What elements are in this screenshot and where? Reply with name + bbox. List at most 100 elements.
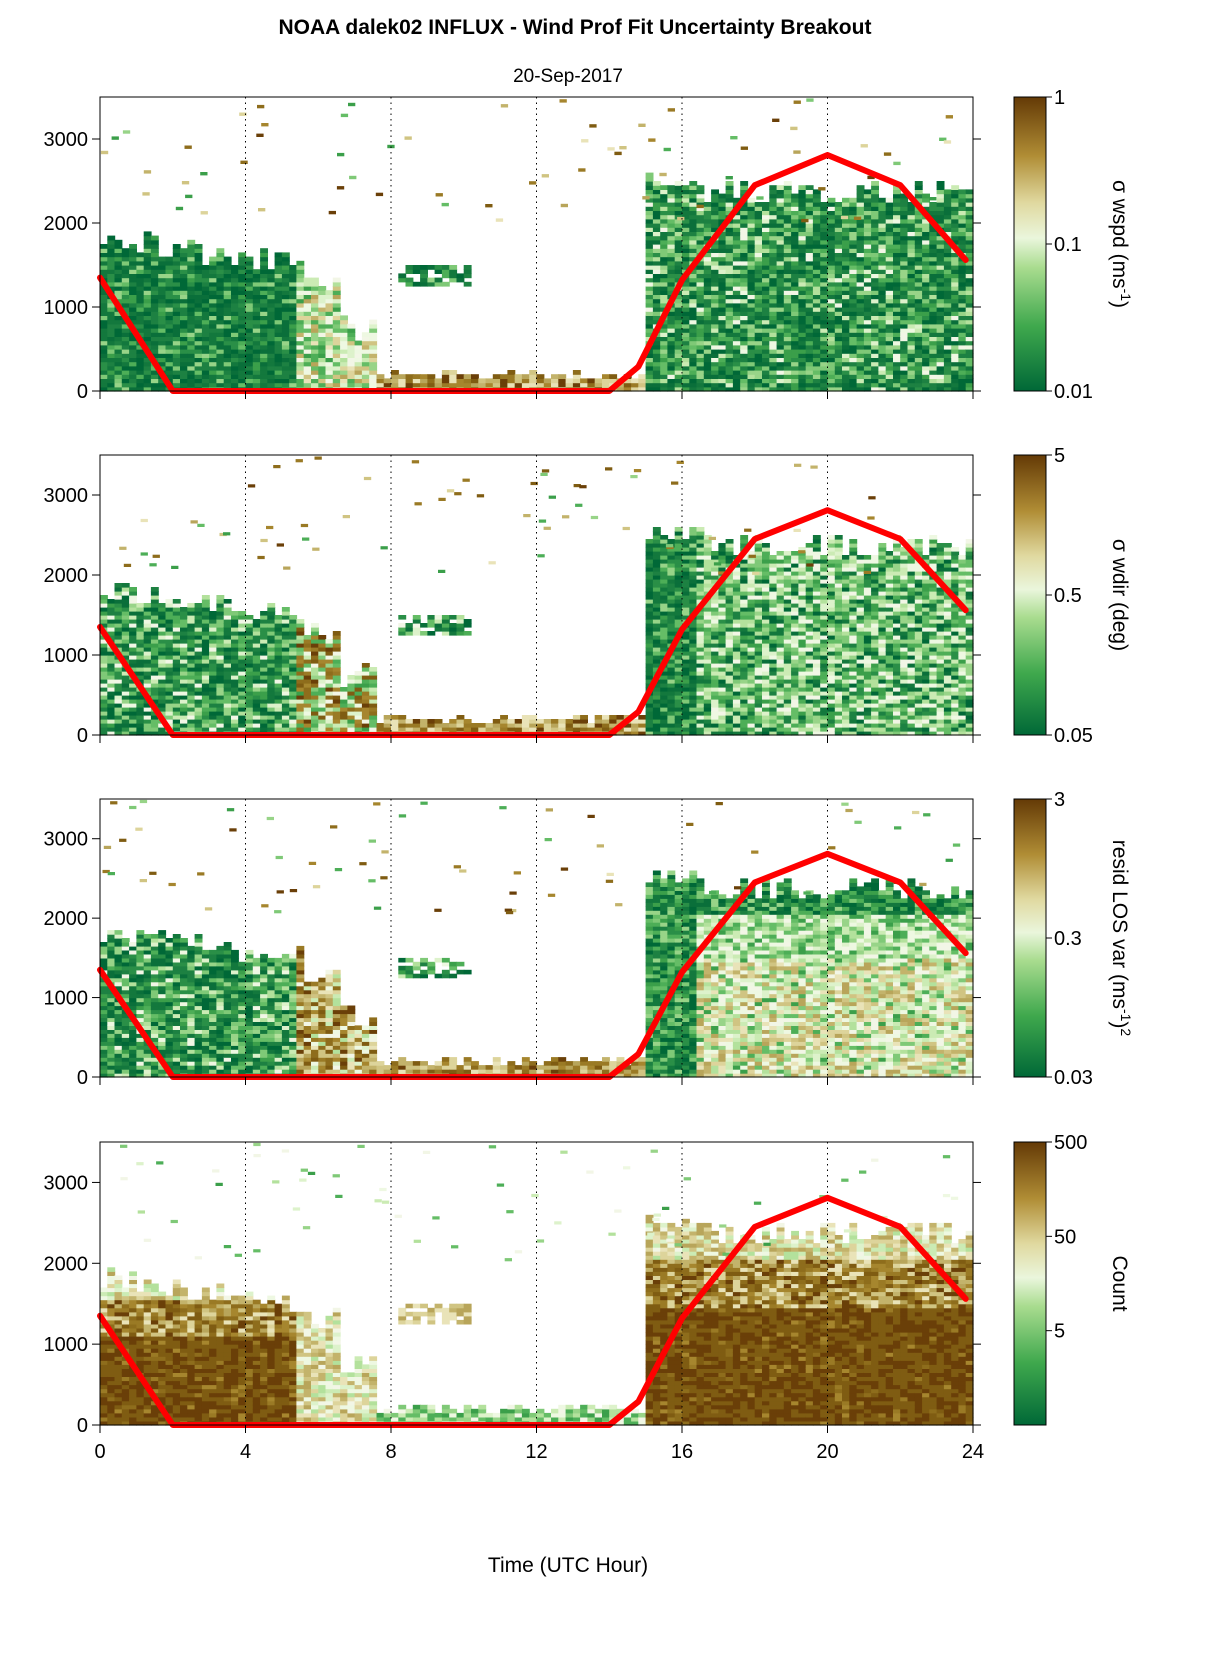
heatmap-cell <box>652 667 661 672</box>
heatmap-cell <box>281 311 290 316</box>
heatmap-cell <box>951 239 960 245</box>
heatmap-cell <box>325 667 334 672</box>
heatmap-cell <box>609 719 618 724</box>
heatmap-cell <box>820 365 829 371</box>
heatmap-cell <box>121 619 130 624</box>
heatmap-cell <box>107 651 116 656</box>
heatmap-cell <box>216 252 225 258</box>
heatmap-cell <box>834 290 843 295</box>
heatmap-cell <box>696 307 705 312</box>
heatmap-cell <box>303 667 312 672</box>
heatmap-cell <box>689 281 698 287</box>
heatmap-cell <box>114 328 123 333</box>
heatmap-cell <box>652 687 661 692</box>
heatmap-cell <box>136 671 145 676</box>
heatmap-cell <box>769 302 778 308</box>
heatmap-cell <box>725 206 734 211</box>
heatmap-cell <box>158 643 167 648</box>
heatmap-cell <box>900 365 909 371</box>
heatmap-cell <box>682 277 690 283</box>
heatmap-cell <box>747 265 756 270</box>
heatmap-cell <box>893 252 901 258</box>
heatmap-cell <box>958 277 967 283</box>
heatmap-cell <box>871 349 879 354</box>
heatmap-cell <box>332 647 341 652</box>
heatmap-cell <box>201 623 210 628</box>
heatmap-cell <box>674 189 683 195</box>
heatmap-cell <box>231 370 239 375</box>
heatmap-cell <box>667 265 676 270</box>
heatmap-cell <box>100 269 108 274</box>
heatmap-cell <box>652 599 661 604</box>
heatmap-cell <box>369 679 378 684</box>
heatmap-cell <box>725 210 734 216</box>
heatmap-cell <box>652 315 661 321</box>
heatmap-cell <box>725 302 734 308</box>
heatmap-cell <box>180 695 188 700</box>
heatmap-cell <box>754 374 763 379</box>
heatmap-cell <box>376 723 385 728</box>
heatmap-cell <box>121 627 130 632</box>
heatmap-cell <box>231 671 239 676</box>
heatmap-cell <box>907 382 916 388</box>
heatmap-cell <box>121 328 130 333</box>
heatmap-cell <box>893 206 901 211</box>
heatmap-cell <box>565 382 574 388</box>
heatmap-cell <box>107 386 116 392</box>
heatmap-cell <box>652 227 661 232</box>
heatmap-cell <box>201 332 210 337</box>
heatmap-cell <box>842 344 850 350</box>
heatmap-cell <box>114 323 123 329</box>
heatmap-cell <box>652 691 661 696</box>
heatmap-cell <box>791 218 799 224</box>
heatmap-cell <box>711 252 719 258</box>
heatmap-cell <box>325 290 334 295</box>
heatmap-cell <box>740 365 749 371</box>
heatmap-cell <box>296 286 305 291</box>
heatmap-cell <box>703 202 712 207</box>
heatmap-cell <box>107 623 116 628</box>
heatmap-cell <box>885 223 894 228</box>
heatmap-cell <box>856 185 865 190</box>
heatmap-cell <box>703 260 712 266</box>
heatmap-cell <box>871 386 879 392</box>
heatmap-cell <box>587 382 596 388</box>
heatmap-cell <box>216 277 225 283</box>
heatmap-cell <box>769 365 778 371</box>
heatmap-cell <box>907 231 916 237</box>
heatmap-cell <box>281 687 290 692</box>
heatmap-cell <box>318 679 327 684</box>
heatmap-cell <box>361 382 370 388</box>
heatmap-cell <box>209 687 217 692</box>
heatmap-cell <box>740 323 749 329</box>
heatmap-cell <box>231 378 239 384</box>
heatmap-cell <box>143 386 152 392</box>
heatmap-cell <box>136 695 145 700</box>
heatmap-cell <box>260 319 268 325</box>
heatmap-cell <box>209 723 217 728</box>
heatmap-cell <box>114 349 123 354</box>
heatmap-cell <box>398 378 407 384</box>
heatmap-cell <box>747 281 756 287</box>
heatmap-cell <box>645 311 654 316</box>
heatmap-cell <box>725 181 734 186</box>
heatmap-cell <box>260 667 268 672</box>
heatmap-cell <box>820 273 829 279</box>
heatmap-cell <box>245 715 254 720</box>
heatmap-cell <box>776 277 785 283</box>
heatmap-cell <box>187 615 196 620</box>
heatmap-cell <box>201 286 210 291</box>
heatmap-cell <box>711 197 719 203</box>
heatmap-cell <box>231 679 239 684</box>
heatmap-cell <box>325 302 334 308</box>
heatmap-cell <box>907 336 916 342</box>
heatmap-cell <box>114 311 123 316</box>
heatmap-cell <box>929 239 938 245</box>
heatmap-cell <box>674 332 683 337</box>
heatmap-cell <box>682 290 690 295</box>
heatmap-cell <box>652 547 661 552</box>
heatmap-cell <box>150 623 159 628</box>
heatmap-cell <box>340 695 348 700</box>
heatmap-cell <box>332 663 341 668</box>
heatmap-cell <box>209 643 217 648</box>
